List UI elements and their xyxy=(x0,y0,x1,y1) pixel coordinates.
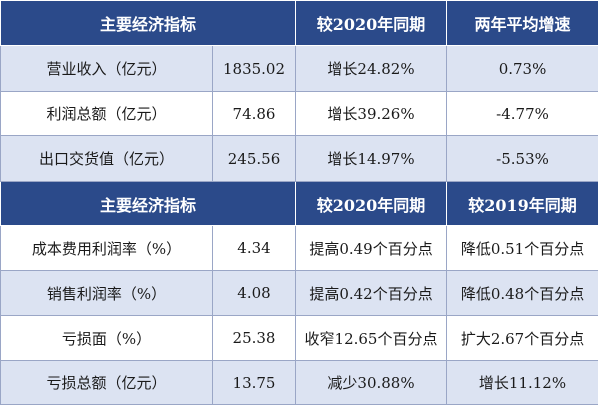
section1-header-yoy: 较2020年同期 xyxy=(296,1,447,46)
vs-2020-cell: 提高0.42个百分点 xyxy=(296,271,447,316)
table-row: 亏损面（%） 25.38 收窄12.65个百分点 扩大2.67个百分点 xyxy=(1,316,598,361)
two-year-avg-cell: 0.73% xyxy=(447,46,598,92)
table-row: 成本费用利润率（%） 4.34 提高0.49个百分点 降低0.51个百分点 xyxy=(1,226,598,271)
vs-2019-cell: 降低0.48个百分点 xyxy=(447,271,598,316)
indicator-cell: 销售利润率（%） xyxy=(1,271,213,316)
vs-2020-cell: 收窄12.65个百分点 xyxy=(296,316,447,361)
table-row: 营业收入（亿元） 1835.02 增长24.82% 0.73% xyxy=(1,46,598,92)
indicator-cell: 亏损总额（亿元） xyxy=(1,361,213,405)
indicator-cell: 成本费用利润率（%） xyxy=(1,226,213,271)
yoy-cell: 增长14.97% xyxy=(296,136,447,182)
value-cell: 1835.02 xyxy=(213,46,296,92)
value-cell: 74.86 xyxy=(213,92,296,136)
value-cell: 4.08 xyxy=(213,271,296,316)
table-row: 销售利润率（%） 4.08 提高0.42个百分点 降低0.48个百分点 xyxy=(1,271,598,316)
two-year-avg-cell: -5.53% xyxy=(447,136,598,182)
vs-2019-cell: 增长11.12% xyxy=(447,361,598,405)
table-row: 亏损总额（亿元） 13.75 减少30.88% 增长11.12% xyxy=(1,361,598,405)
section2-header-vs-2019: 较2019年同期 xyxy=(447,182,598,226)
value-cell: 13.75 xyxy=(213,361,296,405)
yoy-cell: 增长24.82% xyxy=(296,46,447,92)
table-row: 利润总额（亿元） 74.86 增长39.26% -4.77% xyxy=(1,92,598,136)
indicator-cell: 利润总额（亿元） xyxy=(1,92,213,136)
section1-header-two-year-avg: 两年平均增速 xyxy=(447,1,598,46)
indicator-cell: 出口交货值（亿元） xyxy=(1,136,213,182)
vs-2020-cell: 提高0.49个百分点 xyxy=(296,226,447,271)
section1-header-indicator: 主要经济指标 xyxy=(1,1,296,46)
vs-2020-cell: 减少30.88% xyxy=(296,361,447,405)
value-cell: 25.38 xyxy=(213,316,296,361)
table-row: 出口交货值（亿元） 245.56 增长14.97% -5.53% xyxy=(1,136,598,182)
section2-header-row: 主要经济指标 较2020年同期 较2019年同期 xyxy=(1,182,598,226)
vs-2019-cell: 降低0.51个百分点 xyxy=(447,226,598,271)
section1-header-row: 主要经济指标 较2020年同期 两年平均增速 xyxy=(1,1,598,46)
vs-2019-cell: 扩大2.67个百分点 xyxy=(447,316,598,361)
indicator-cell: 营业收入（亿元） xyxy=(1,46,213,92)
section2-header-indicator: 主要经济指标 xyxy=(1,182,296,226)
section2-header-vs-2020: 较2020年同期 xyxy=(296,182,447,226)
yoy-cell: 增长39.26% xyxy=(296,92,447,136)
indicator-cell: 亏损面（%） xyxy=(1,316,213,361)
value-cell: 4.34 xyxy=(213,226,296,271)
value-cell: 245.56 xyxy=(213,136,296,182)
two-year-avg-cell: -4.77% xyxy=(447,92,598,136)
